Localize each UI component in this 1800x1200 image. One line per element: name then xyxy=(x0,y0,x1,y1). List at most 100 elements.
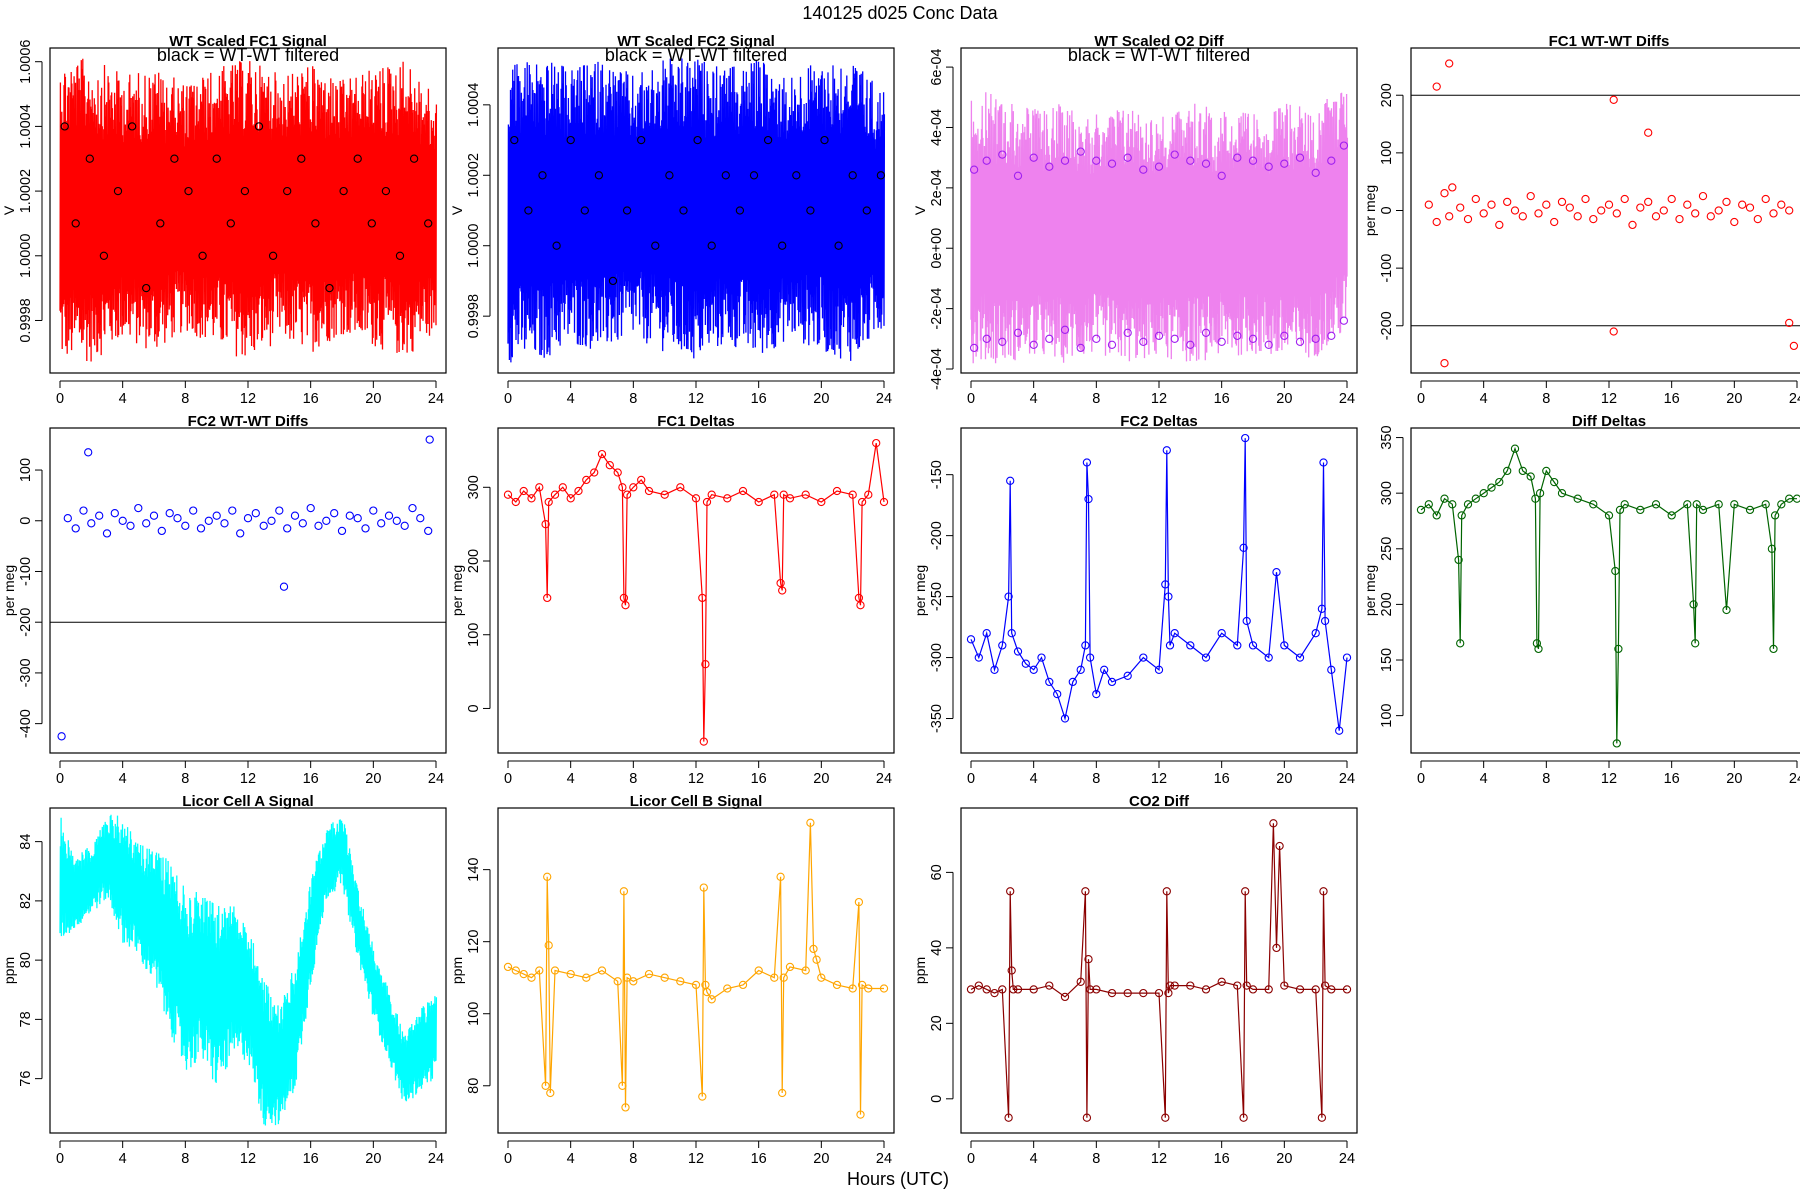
data-point xyxy=(1320,616,1330,626)
data-point xyxy=(541,1081,550,1090)
data-point xyxy=(1201,328,1211,337)
series-0 xyxy=(59,814,438,1126)
y-tick-label: 4e-04 xyxy=(929,109,945,146)
chart-panel-p6: FC1 Deltas per meg 0 4 8 12 16 20 24 0 100 200 300 xyxy=(449,413,895,787)
x-tick-label: 8 xyxy=(1092,391,1100,407)
y-tick-label: 0 xyxy=(1379,206,1395,214)
data-point xyxy=(392,516,401,525)
data-point xyxy=(1573,494,1582,503)
chart-note: black = WT-WT filtered xyxy=(1068,45,1250,65)
data-point xyxy=(1217,337,1226,346)
data-point xyxy=(597,966,607,975)
data-point xyxy=(1123,671,1132,680)
data-point xyxy=(212,511,221,520)
data-point xyxy=(1264,340,1273,349)
x-tick-label: 12 xyxy=(1151,391,1167,407)
data-point xyxy=(503,962,513,972)
data-point xyxy=(543,593,552,603)
data-point xyxy=(1311,985,1320,994)
data-point xyxy=(1295,985,1305,994)
data-point xyxy=(693,135,702,145)
data-point xyxy=(1761,194,1770,204)
y-tick-label: 100 xyxy=(1379,704,1395,728)
data-point xyxy=(879,497,889,507)
series-1 xyxy=(510,135,886,286)
y-axis-label: V xyxy=(449,205,465,215)
data-point xyxy=(1692,500,1701,509)
x-tick-label: 12 xyxy=(688,1151,704,1167)
y-tick-label: 100 xyxy=(1379,141,1395,165)
data-point xyxy=(204,516,213,525)
data-point xyxy=(1123,328,1132,337)
x-tick-label: 8 xyxy=(629,1151,637,1167)
y-tick-label: 6e-04 xyxy=(929,49,945,86)
series-line xyxy=(970,823,1347,1118)
data-point xyxy=(1239,1113,1248,1122)
data-point xyxy=(1534,209,1543,218)
x-tick-label: 24 xyxy=(1339,771,1355,787)
data-point xyxy=(1084,955,1093,964)
x-tick-label: 16 xyxy=(1214,391,1230,407)
data-point xyxy=(1107,988,1117,998)
y-tick-label: 200 xyxy=(1379,592,1395,616)
data-point xyxy=(134,503,143,513)
data-point xyxy=(71,524,80,533)
y-tick-label: 350 xyxy=(1379,425,1395,449)
data-point xyxy=(998,641,1007,650)
x-tick-label: 0 xyxy=(504,391,512,407)
data-point xyxy=(856,601,865,610)
x-tick-label: 4 xyxy=(567,771,575,787)
series-1 xyxy=(969,141,1349,180)
data-point xyxy=(1722,605,1731,615)
data-point xyxy=(1457,511,1466,520)
data-point xyxy=(969,343,979,353)
data-point xyxy=(723,494,732,503)
chart-title: FC2 Deltas xyxy=(1120,413,1198,430)
y-axis: 0.9998 1.0000 1.0002 1.0004 xyxy=(466,83,491,338)
chart-note: black = WT-WT filtered xyxy=(605,45,787,65)
data-point xyxy=(297,154,306,163)
data-point xyxy=(339,186,348,196)
data-point xyxy=(1683,500,1692,509)
data-point xyxy=(170,154,179,163)
y-tick-label: 100 xyxy=(18,458,34,482)
data-point xyxy=(738,980,748,990)
data-point xyxy=(71,219,80,228)
data-point xyxy=(1295,337,1305,346)
data-point xyxy=(1161,580,1170,589)
data-point xyxy=(1503,197,1512,207)
data-point xyxy=(1463,500,1473,509)
x-tick-label: 0 xyxy=(504,771,512,787)
plot-area xyxy=(503,438,889,746)
data-point xyxy=(1510,206,1520,215)
data-point xyxy=(367,219,376,228)
data-point xyxy=(552,241,561,250)
x-tick-label: 20 xyxy=(1726,771,1742,787)
y-tick-label: 78 xyxy=(18,1011,34,1027)
x-tick-label: 4 xyxy=(1030,391,1038,407)
data-point xyxy=(1272,568,1281,577)
data-point xyxy=(240,186,250,196)
chart-panel-p5: FC2 WT-WT Diffs per meg 0 4 8 12 16 20 24 -400 -30… xyxy=(1,413,447,787)
data-point xyxy=(763,135,773,145)
data-point xyxy=(776,872,785,881)
y-tick-label: -100 xyxy=(18,557,34,586)
y-tick-label: -150 xyxy=(929,460,945,489)
data-point xyxy=(864,490,873,499)
x-tick-label: 8 xyxy=(1542,771,1550,787)
data-point xyxy=(707,995,716,1004)
data-point xyxy=(1604,511,1614,520)
x-tick-label: 16 xyxy=(1214,1151,1230,1167)
plot-area xyxy=(59,814,438,1126)
x-tick-label: 12 xyxy=(240,391,256,407)
series-1 xyxy=(60,122,433,293)
data-point xyxy=(544,497,553,507)
y-tick-label: -400 xyxy=(18,709,34,738)
data-point xyxy=(1123,153,1132,162)
data-point xyxy=(409,154,419,163)
y-axis-label: V xyxy=(1,205,17,215)
y-tick-label: -350 xyxy=(929,704,945,733)
x-tick-label: 24 xyxy=(876,771,892,787)
data-point xyxy=(1589,500,1598,509)
